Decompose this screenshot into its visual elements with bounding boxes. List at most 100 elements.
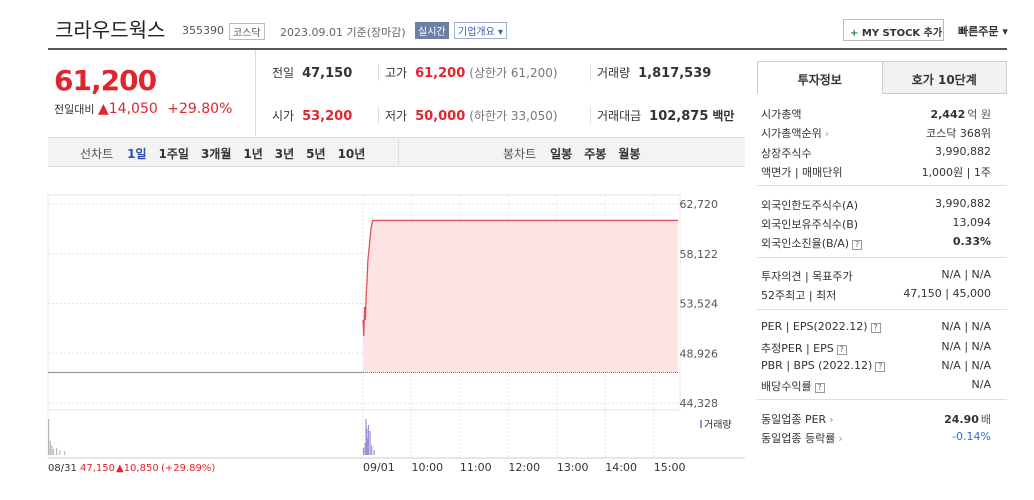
line-tabs: 선차트 1일 1주일 3개월 1년 3년 5년 10년 <box>80 145 377 162</box>
info-row: 액면가 | 매매단위 1,000원 | 1주 <box>761 164 991 180</box>
x-tick-label: 15:00 <box>654 461 686 474</box>
side-tab[interactable]: 투자정보 <box>757 61 883 94</box>
stat-note: (상한가 61,200) <box>469 66 558 80</box>
side-tab[interactable]: 호가 10단계 <box>882 61 1007 94</box>
volume-legend-swatch <box>700 420 702 428</box>
divider <box>757 256 1007 258</box>
info-label: 시가총액순위 <box>761 127 822 141</box>
volume-bar <box>51 445 53 455</box>
stat-value: 1,817,539 <box>638 66 712 81</box>
info-value: -0.14% <box>952 430 991 444</box>
x-tick-label: 13:00 <box>557 461 589 474</box>
footer-date: 08/31 <box>48 463 77 474</box>
info-label-cell: 외국인소진율(B/A)? <box>761 235 863 251</box>
tab[interactable]: 주봉 <box>584 147 607 161</box>
tab[interactable]: 10년 <box>337 147 366 161</box>
chart: 62,720 58,122 53,524 48,926 44,328 09/01 10:00… <box>47 194 745 474</box>
info-value: N/A | N/A <box>941 339 991 353</box>
footer-close: 47,150 <box>80 463 115 474</box>
info-label: 52주최고 | 최저 <box>761 289 837 303</box>
stat-note: (하한가 33,050) <box>469 109 558 123</box>
stat-label: 고가 <box>385 66 408 80</box>
info-label: 상장주식수 <box>761 146 812 160</box>
price-area <box>363 220 678 373</box>
stock-code: 355390 <box>182 24 224 37</box>
plot-frame <box>47 194 681 411</box>
info-label-cell: 배당수익률? <box>761 378 825 394</box>
mystock-label: MY STOCK 추가 <box>861 28 943 39</box>
stat: 거래대금 102,875 백만 <box>590 107 734 124</box>
stat-value: 61,200 <box>415 66 466 81</box>
change-label: 전일대비 <box>54 103 95 116</box>
info-row: 시가총액 2,442 억 원 <box>761 106 991 122</box>
info-value-cell: N/A | N/A <box>941 320 991 333</box>
divider <box>757 308 1007 310</box>
info-value-cell: 코스닥 368위 <box>926 125 991 141</box>
price-box: 61,200 전일대비 ▲14,050 +29.80% <box>48 50 256 136</box>
tab[interactable]: 3년 <box>274 147 295 161</box>
info-value-cell: 3,990,882 <box>935 145 991 161</box>
info-row: 배당수익률? N/A <box>761 378 991 394</box>
info-label-cell: 투자의견 | 목표주가 <box>761 268 853 284</box>
divider <box>398 138 399 166</box>
info-label-cell: 액면가 | 매매단위 <box>761 164 843 180</box>
tab[interactable]: 1일 <box>127 147 147 161</box>
volume-legend: 거래량 <box>704 419 732 431</box>
info-value: 3,990,882 <box>935 196 991 210</box>
info-label: PBR | BPS (2022.12) <box>761 358 873 372</box>
volume-bar <box>59 450 61 455</box>
volume-bar <box>367 438 369 455</box>
info-row: 동일업종 등락률 › -0.14% <box>761 430 991 446</box>
y-tick-label: 53,524 <box>680 298 719 311</box>
stat-unit: 백만 <box>712 109 735 123</box>
info-row: PER | EPS(2022.12)? N/A | N/A <box>761 320 991 334</box>
info-label-cell: 동일업종 PER › <box>761 411 834 427</box>
overview-label: 기업개요 <box>458 27 495 38</box>
info-value: 1,000원 | 1주 <box>921 165 991 179</box>
info-value-cell: 1,000원 | 1주 <box>922 164 991 180</box>
volume-bar <box>364 443 366 455</box>
tab[interactable]: 일봉 <box>550 147 573 161</box>
info-label: 외국인한도주식수(A) <box>761 198 859 212</box>
info-value-cell: 47,150 | 45,000 <box>903 287 991 303</box>
divider <box>48 48 1007 50</box>
x-tick-label: 09/01 <box>363 461 395 474</box>
info-label-cell: 시가총액 <box>761 106 801 122</box>
info-row: 상장주식수 3,990,882 <box>761 145 991 161</box>
help-icon: ? <box>852 240 863 251</box>
tab-label: 선차트 <box>80 147 114 161</box>
price-line <box>362 219 678 337</box>
info-label: 동일업종 등락률 <box>761 432 836 446</box>
info-value: 0.33% <box>952 235 991 249</box>
info-row: 동일업종 PER › 24.90 배 <box>761 411 991 427</box>
x-tick-label: 11:00 <box>460 461 492 474</box>
current-price: 61,200 <box>54 64 157 97</box>
stat-value: 50,000 <box>415 109 466 124</box>
volume-bar <box>363 447 365 455</box>
y-tick-label: 44,328 <box>680 397 719 410</box>
tab[interactable]: 월봉 <box>618 147 641 161</box>
tab[interactable]: 5년 <box>306 147 326 161</box>
help-icon: ? <box>875 361 886 372</box>
tab[interactable]: 1년 <box>243 147 263 161</box>
tab[interactable]: 1주일 <box>158 147 189 161</box>
info-value: N/A | N/A <box>941 268 991 282</box>
tab[interactable]: 3개월 <box>200 147 232 161</box>
mystock-button[interactable]: + MY STOCK 추가 <box>843 19 944 41</box>
volume-bar <box>64 451 66 455</box>
stat: 저가 50,000 (하한가 33,050) <box>378 107 558 124</box>
info-value-cell: 0.33% <box>953 235 991 251</box>
info-value: 코스닥 368위 <box>926 127 991 141</box>
info-unit: 배 <box>980 412 991 426</box>
info-value: 13,094 <box>952 216 992 229</box>
info-value-cell: 13,094 <box>953 216 992 232</box>
quick-order[interactable]: 빠른주문 ▾ <box>958 25 1008 38</box>
overview-button[interactable]: 기업개요 ▾ <box>454 22 508 39</box>
info-value: 3,990,882 <box>935 144 991 158</box>
volume-bar <box>367 425 370 455</box>
info-value: 47,150 | 45,000 <box>903 287 991 301</box>
change-rate: +29.80% <box>167 101 233 117</box>
live-badge[interactable]: 실시간 <box>415 22 449 39</box>
help-icon: ? <box>814 383 825 394</box>
